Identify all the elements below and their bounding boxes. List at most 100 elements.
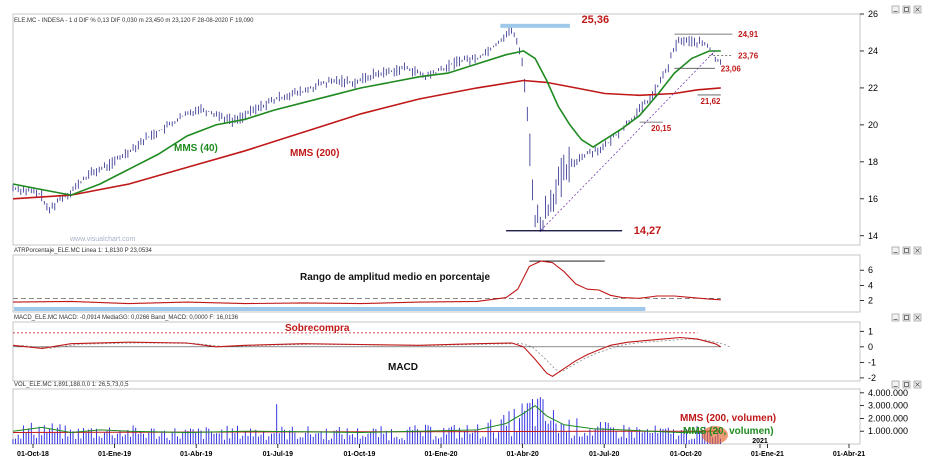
x-tick-label: 01-Jul-20 [589,451,619,458]
maximize-icon [902,246,911,255]
close-icon [913,380,922,389]
level-label: 14,27 [634,225,662,237]
icon-box [891,313,900,322]
mms200-line [12,79,721,200]
volume-mms200-label: MMS (200, volumen) [680,413,776,424]
macd-panel-header: MACD_ELE.MC MACD: -0,0914 MediaGG: 0,026… [14,315,239,321]
close-icon [913,313,922,322]
price-y-tick-label: 20 [868,120,878,130]
volume-y-tick-label: 3.000.000 [868,401,908,411]
price-panel-header: ELE.MC - INDESA - 1 d DIF % 0,13 DIF 0,0… [14,18,254,24]
level-label: 25,36 [582,14,610,26]
close-icon [913,246,922,255]
maximize-icon [902,380,911,389]
icon-glyph [904,315,909,320]
macd-overbought-label: Sobrecompra [285,323,350,334]
macd-y-tick-label: -1 [868,357,876,367]
price-y-tick-label: 24 [868,46,878,56]
icon-glyph [915,7,920,12]
x-tick-label: 01-Ene-20 [424,451,457,458]
volume-panel-header: VOL_ELE.MC 1,891,188.0,0 1: 26,5,73,0,5 [14,382,129,388]
panel-control-icons [891,5,922,389]
x-tick-label: 01-Jul-19 [263,451,293,458]
atr-annotation: Rango de amplitud medio en porcentaje [300,272,490,283]
panel-frame [12,254,861,313]
icon-glyph [915,382,920,387]
level-highlight [500,23,570,28]
volume-bars [12,397,721,444]
volume-mms20-label: MMS (20, volumen) [683,426,774,437]
x-tick-label: 01-Abr-20 [506,451,538,458]
mms40-label: MMS (40) [174,143,218,154]
icon-box [891,246,900,255]
volume-highlight [701,426,728,444]
maximize-icon [902,5,911,14]
minimize-icon [891,313,900,322]
price-panel: 26 24 22 20 18 16 14 25,36 24,91 23,76 23,06 21,62 2… [12,9,878,243]
volume-mms20-line [12,404,721,434]
watermark: www.visualchart.com [69,236,136,243]
icon-box [902,380,911,389]
macd-label: MACD [388,362,418,373]
x-tick-label: 01-Oct-20 [670,451,702,458]
icon-glyph [904,7,909,12]
icon-glyph [904,382,909,387]
volume-y-tick-label: 2.000.000 [868,413,908,423]
atr-highlight-band [14,307,646,311]
macd-y-tick-label: 1 [868,326,873,336]
macd-line [12,336,722,377]
level-label: 24,91 [738,30,759,39]
panel-frame [12,388,861,445]
icon-box [902,246,911,255]
macd-panel: 1 0 -1 -2 Sobrecompra MACD [12,323,876,383]
level-label: 20,15 [651,124,672,133]
x-tick-label: 01-Oct-18 [17,451,49,458]
x-tick-label: 01-Abr-21 [833,451,865,458]
macd-y-tick-label: 0 [868,342,873,352]
price-y-tick-label: 16 [868,194,878,204]
x-tick-label: 01-Ene-21 [751,451,784,458]
atr-y-tick-label: 2 [868,296,873,306]
price-y-tick-label: 26 [868,9,878,19]
icon-box [902,5,911,14]
volume-mms200-line [12,430,721,433]
atr-line [12,260,721,305]
panel-frames [12,13,861,445]
atr-panel-header: ATRPorcentaje_ELE.MC Linea 1: 1,8130 P 2… [14,248,153,254]
level-label: 21,62 [700,97,721,106]
minimize-icon [891,380,900,389]
volume-panel: 4.000.000 3.000.000 2.000.000 1.000.000 MMS … [12,388,908,444]
trend-line [540,50,716,231]
atr-y-tick-label: 4 [868,280,873,290]
icon-box [891,5,900,14]
price-y-tick-label: 18 [868,157,878,167]
panel-frame [12,321,861,382]
minimize-icon [891,5,900,14]
icon-glyph [915,315,920,320]
icon-glyph [915,248,920,253]
volume-y-tick-label: 4.000.000 [868,388,908,398]
maximize-icon [902,313,911,322]
icon-box [902,313,911,322]
atr-y-tick-label: 6 [868,265,873,275]
x-axis: 01-Oct-18 01-Ene-19 01-Abr-19 01-Jul-19 01-O… [17,438,865,458]
close-icon [913,5,922,14]
x-tick-label: 01-Oct-19 [343,451,375,458]
price-y-tick-label: 22 [868,83,878,93]
level-label: 23,06 [721,64,742,73]
year-marker: 2021 [752,438,768,445]
panel-frame [12,13,861,246]
minimize-icon [891,246,900,255]
level-label: 23,76 [738,51,759,60]
mms200-label: MMS (200) [290,148,339,159]
mms40-line [12,50,721,196]
price-bars [12,25,721,232]
volume-y-tick-label: 1.000.000 [868,426,908,436]
icon-box [891,380,900,389]
macd-y-tick-label: -2 [868,373,876,383]
x-tick-label: 01-Ene-19 [98,451,131,458]
macd-signal-line [21,338,730,373]
x-tick-label: 01-Abr-19 [180,451,212,458]
